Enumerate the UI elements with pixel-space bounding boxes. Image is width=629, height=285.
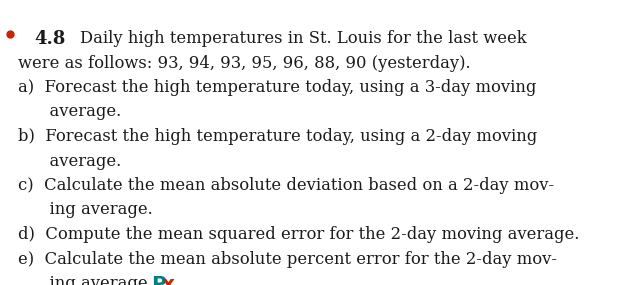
Text: ing average.: ing average. (18, 201, 153, 219)
Text: average.: average. (18, 103, 121, 121)
Text: 4.8: 4.8 (34, 30, 65, 48)
Text: a)  Forecast the high temperature today, using a 3-day moving: a) Forecast the high temperature today, … (18, 79, 537, 96)
Text: P: P (151, 275, 166, 285)
Text: Daily high temperatures in St. Louis for the last week: Daily high temperatures in St. Louis for… (80, 30, 526, 47)
Text: d)  Compute the mean squared error for the 2-day moving average.: d) Compute the mean squared error for th… (18, 226, 579, 243)
Text: c)  Calculate the mean absolute deviation based on a 2-day mov-: c) Calculate the mean absolute deviation… (18, 177, 554, 194)
Text: x: x (162, 275, 175, 285)
Text: average.: average. (18, 152, 121, 170)
Text: ing average.: ing average. (18, 275, 158, 285)
Text: were as follows: 93, 94, 93, 95, 96, 88, 90 (yesterday).: were as follows: 93, 94, 93, 95, 96, 88,… (18, 54, 470, 72)
Text: e)  Calculate the mean absolute percent error for the 2-day mov-: e) Calculate the mean absolute percent e… (18, 251, 557, 268)
Text: b)  Forecast the high temperature today, using a 2-day moving: b) Forecast the high temperature today, … (18, 128, 537, 145)
